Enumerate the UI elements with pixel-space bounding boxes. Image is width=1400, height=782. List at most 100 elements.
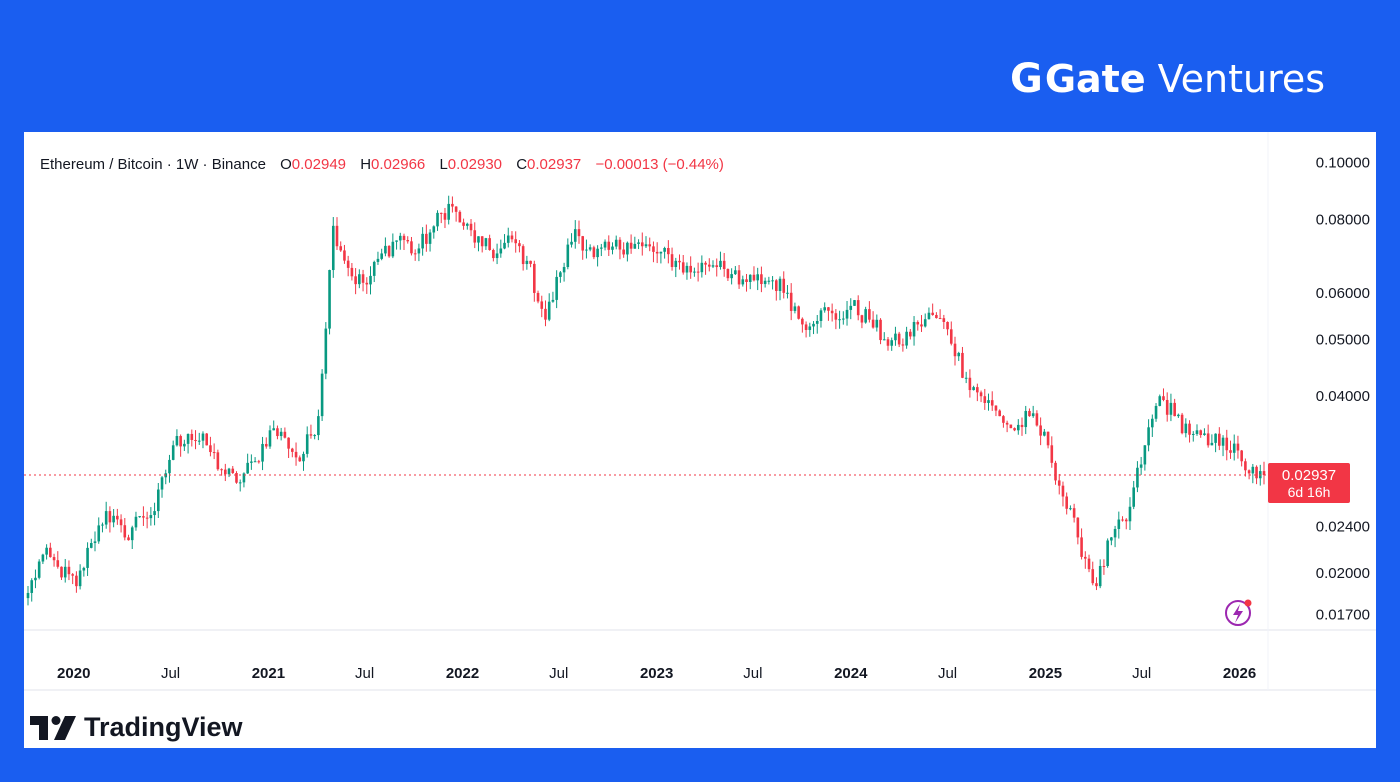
candle-body [689, 265, 692, 273]
candle-body [674, 260, 678, 268]
chart-card: 0.10000 0.08000 0.06000 0.05000 0.04000 0.024… [24, 132, 1376, 748]
close-label: C [516, 156, 528, 173]
x-tick-label: Jul [549, 665, 568, 682]
candle-body [711, 265, 715, 267]
candle-body [1080, 537, 1083, 557]
symbol-label: Ethereum / Bitcoin · 1W · Binance [40, 156, 266, 173]
x-tick-label: 2025 [1029, 665, 1062, 682]
candle-body [119, 519, 123, 526]
candle-body [231, 468, 235, 474]
candle-body [30, 580, 34, 593]
candle-body [104, 511, 108, 525]
candle-body [1206, 433, 1210, 446]
candle-body [748, 274, 752, 282]
candle-body [45, 547, 48, 555]
candle-body [41, 554, 45, 562]
candle-body [1039, 425, 1042, 436]
high-value: 0.02966 [371, 156, 426, 173]
candle-body [432, 226, 436, 233]
candle-body [499, 248, 503, 254]
candle-body [309, 434, 313, 436]
candle-body [707, 264, 711, 267]
candle-body [227, 468, 231, 475]
candle-body [67, 566, 71, 575]
candle-body [842, 318, 845, 320]
candle-body [942, 318, 946, 322]
candle-body [26, 592, 30, 599]
candle-body [1076, 517, 1080, 538]
candle-body [778, 278, 782, 291]
candle-body [734, 270, 737, 275]
candle-body [235, 473, 238, 483]
candle-body [134, 516, 138, 528]
candle-body [912, 322, 916, 337]
candle-body [592, 247, 596, 258]
candle-body [354, 276, 357, 285]
candle-body [175, 436, 179, 446]
candle-body [60, 566, 63, 578]
candle-body [480, 236, 484, 247]
candle-body [670, 254, 674, 268]
y-tick-label: 0.04000 [1316, 388, 1370, 405]
y-tick-label: 0.08000 [1316, 211, 1370, 228]
candle-body [1180, 414, 1184, 434]
candle-body [1005, 422, 1009, 425]
candle-body [1065, 496, 1068, 509]
x-tick-label: Jul [938, 665, 957, 682]
gate-ventures-logo: G Gate Ventures [1010, 56, 1325, 102]
candle-body [279, 431, 283, 437]
candle-body [398, 235, 402, 241]
candle-body [570, 241, 573, 245]
price-chart[interactable]: 0.10000 0.08000 0.06000 0.05000 0.04000 0.024… [24, 132, 1376, 748]
candle-body [346, 260, 350, 268]
candle-body [1128, 506, 1132, 522]
candle-body [138, 516, 141, 518]
candle-body [685, 265, 689, 273]
candle-body [704, 262, 707, 265]
logo-sub: Ventures [1157, 57, 1326, 101]
candle-body [730, 274, 733, 279]
candle-body [525, 260, 529, 265]
candle-body [640, 242, 644, 247]
candle-body [588, 247, 592, 250]
y-tick-label: 0.05000 [1316, 331, 1370, 348]
candle-body [600, 247, 603, 249]
candle-body [130, 527, 134, 541]
candle-body [216, 452, 220, 470]
candle-body [1177, 414, 1180, 417]
candle-body [1031, 413, 1035, 417]
candle-body [819, 310, 823, 321]
candle-body [1095, 583, 1098, 587]
candle-body [577, 229, 581, 237]
candle-body [901, 344, 905, 346]
candle-body [1218, 433, 1221, 446]
candle-body [37, 561, 41, 578]
x-tick-label: 2020 [57, 665, 90, 682]
candle-body [540, 301, 544, 309]
candle-body [253, 461, 257, 463]
candle-body [760, 274, 763, 285]
candle-body [1154, 405, 1158, 419]
price-tag-value: 0.02937 [1282, 467, 1336, 484]
candle-body [719, 260, 722, 268]
candle-body [503, 242, 506, 249]
candle-body [224, 469, 227, 475]
candle-body [462, 222, 465, 226]
candle-body [395, 240, 398, 242]
candle-body [834, 313, 838, 320]
candle-body [979, 392, 983, 397]
candle-body [454, 206, 458, 212]
price-tag-box [1268, 463, 1350, 504]
candle-body [428, 232, 432, 244]
candle-body [518, 243, 521, 247]
candle-body [197, 440, 201, 442]
candle-body [149, 515, 153, 519]
candle-body [633, 243, 637, 249]
candle-body [838, 319, 841, 321]
candle-body [1199, 430, 1203, 435]
candle-body [968, 377, 972, 391]
y-tick-label: 0.01700 [1316, 607, 1370, 624]
candle-body [75, 575, 78, 587]
candle-body [380, 253, 383, 259]
candle-body [451, 203, 454, 207]
